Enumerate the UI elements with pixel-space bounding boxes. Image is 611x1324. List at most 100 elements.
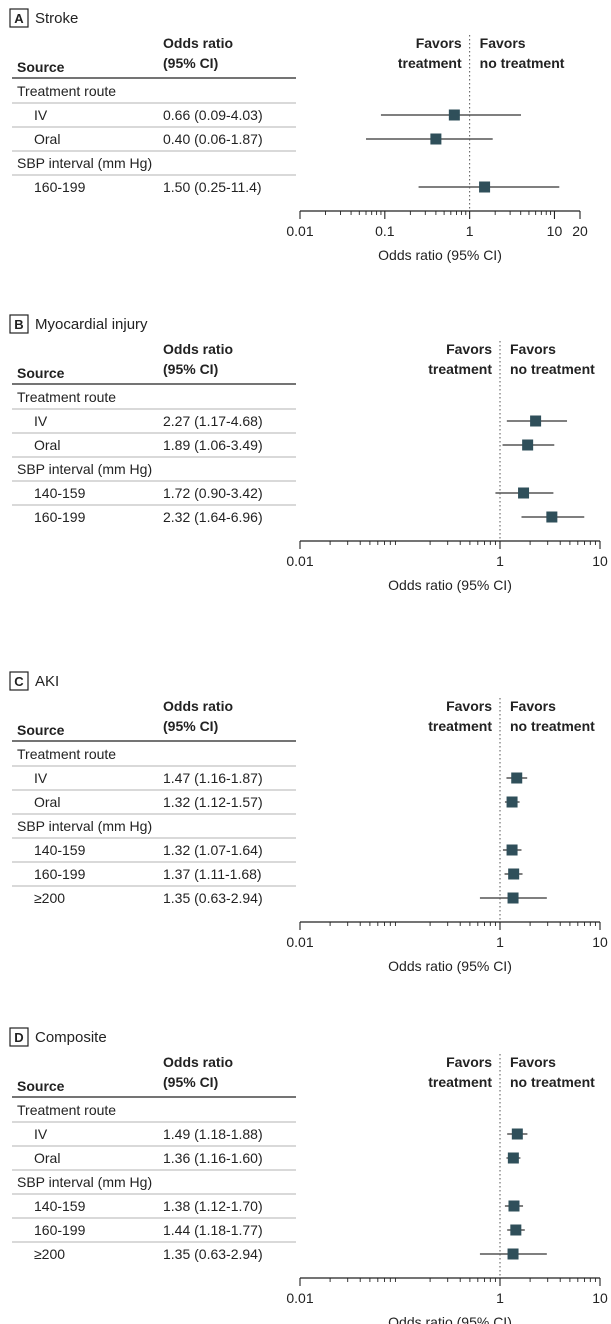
point-estimate — [506, 796, 518, 808]
x-tick-label: 10 — [592, 934, 608, 950]
row-group-header: SBP interval (mm Hg) — [17, 155, 152, 171]
row-or-text: 2.27 (1.17-4.68) — [163, 413, 263, 429]
favors-no-treatment-line2: no treatment — [510, 361, 595, 377]
point-estimate — [506, 844, 518, 856]
row-label: Oral — [34, 794, 60, 810]
col-header-or-line1: Odds ratio — [163, 341, 233, 357]
x-tick-label: 1 — [466, 223, 474, 239]
x-axis-label: Odds ratio (95% CI) — [388, 958, 512, 974]
panel-d: D Composite Odds ratio (95% CI) Source Favors… — [9, 1027, 608, 1324]
row-label: 160-199 — [34, 1222, 86, 1238]
row-or-text: 1.35 (0.63-2.94) — [163, 890, 263, 906]
panel-letter-box — [9, 671, 29, 691]
point-estimate — [430, 133, 442, 145]
point-estimate — [507, 1248, 519, 1260]
row-group-header: Treatment route — [17, 389, 116, 405]
point-estimate — [508, 868, 520, 880]
row-label: IV — [34, 413, 48, 429]
favors-treatment-line2: treatment — [428, 718, 492, 734]
row-label: 160-199 — [34, 509, 86, 525]
point-estimate — [479, 181, 491, 193]
row-group-header: Treatment route — [17, 746, 116, 762]
row-or-text: 1.35 (0.63-2.94) — [163, 1246, 263, 1262]
favors-no-treatment-line1: Favors — [510, 698, 556, 714]
row-label: ≥200 — [34, 1246, 65, 1262]
point-estimate — [507, 1152, 519, 1164]
favors-no-treatment-line1: Favors — [480, 35, 526, 51]
col-header-source: Source — [17, 722, 65, 738]
x-tick-label: 1 — [496, 1290, 504, 1306]
col-header-source: Source — [17, 59, 65, 75]
point-estimate — [511, 772, 523, 784]
x-axis-label: Odds ratio (95% CI) — [388, 577, 512, 593]
point-estimate — [510, 1224, 522, 1236]
point-estimate — [522, 439, 534, 451]
favors-no-treatment-line1: Favors — [510, 341, 556, 357]
row-or-text: 1.32 (1.12-1.57) — [163, 794, 263, 810]
panel-b: B Myocardial injury Odds ratio (95% CI) Sour… — [9, 314, 608, 593]
x-tick-label: 0.01 — [286, 223, 313, 239]
row-group-header: Treatment route — [17, 83, 116, 99]
row-label: IV — [34, 107, 48, 123]
favors-no-treatment-line1: Favors — [510, 1054, 556, 1070]
panel-title: Myocardial injury — [35, 316, 148, 333]
row-or-text: 1.44 (1.18-1.77) — [163, 1222, 263, 1238]
row-group-header: SBP interval (mm Hg) — [17, 1174, 152, 1190]
panel-title: Composite — [35, 1029, 107, 1046]
x-tick-label: 0.01 — [286, 934, 313, 950]
point-estimate — [546, 511, 558, 523]
panel-letter: A — [14, 11, 24, 26]
favors-no-treatment-line2: no treatment — [510, 718, 595, 734]
row-or-text: 1.32 (1.07-1.64) — [163, 842, 263, 858]
point-estimate — [530, 415, 542, 427]
favors-treatment-line1: Favors — [446, 698, 492, 714]
panel-letter-box — [9, 314, 29, 334]
favors-treatment-line2: treatment — [428, 1074, 492, 1090]
favors-treatment-line1: Favors — [416, 35, 462, 51]
row-group-header: Treatment route — [17, 1102, 116, 1118]
point-estimate — [448, 109, 460, 121]
point-estimate — [518, 487, 530, 499]
panel-letter: B — [14, 317, 23, 332]
favors-treatment-line1: Favors — [446, 341, 492, 357]
x-tick-label: 1 — [496, 553, 504, 569]
panel-letter-box — [9, 8, 29, 28]
col-header-or-line1: Odds ratio — [163, 1054, 233, 1070]
row-or-text: 1.36 (1.16-1.60) — [163, 1150, 263, 1166]
row-or-text: 0.66 (0.09-4.03) — [163, 107, 263, 123]
col-header-source: Source — [17, 365, 65, 381]
x-tick-label: 20 — [572, 223, 588, 239]
row-group-header: SBP interval (mm Hg) — [17, 461, 152, 477]
x-tick-label: 0.01 — [286, 553, 313, 569]
panel-title: AKI — [35, 673, 59, 690]
row-or-text: 1.72 (0.90-3.42) — [163, 485, 263, 501]
favors-treatment-line2: treatment — [428, 361, 492, 377]
row-or-text: 1.49 (1.18-1.88) — [163, 1126, 263, 1142]
x-tick-label: 0.1 — [375, 223, 395, 239]
panel-c: C AKI Odds ratio (95% CI) Source Favors treatm… — [9, 671, 608, 974]
point-estimate — [511, 1128, 523, 1140]
row-label: 140-159 — [34, 1198, 86, 1214]
panel-title: Stroke — [35, 10, 78, 27]
row-label: Oral — [34, 437, 60, 453]
row-or-text: 2.32 (1.64-6.96) — [163, 509, 263, 525]
col-header-source: Source — [17, 1078, 65, 1094]
row-label: IV — [34, 770, 48, 786]
favors-no-treatment-line2: no treatment — [480, 55, 565, 71]
row-label: 140-159 — [34, 842, 86, 858]
col-header-or-line1: Odds ratio — [163, 35, 233, 51]
row-label: 160-199 — [34, 179, 86, 195]
x-axis-label: Odds ratio (95% CI) — [388, 1314, 512, 1324]
row-label: 140-159 — [34, 485, 86, 501]
row-or-text: 0.40 (0.06-1.87) — [163, 131, 263, 147]
panel-letter: C — [14, 674, 24, 689]
row-or-text: 1.89 (1.06-3.49) — [163, 437, 263, 453]
row-or-text: 1.47 (1.16-1.87) — [163, 770, 263, 786]
panel-letter-box — [9, 1027, 29, 1047]
row-or-text: 1.37 (1.11-1.68) — [163, 866, 262, 882]
row-group-header: SBP interval (mm Hg) — [17, 818, 152, 834]
x-tick-label: 10 — [592, 1290, 608, 1306]
x-tick-label: 10 — [592, 553, 608, 569]
